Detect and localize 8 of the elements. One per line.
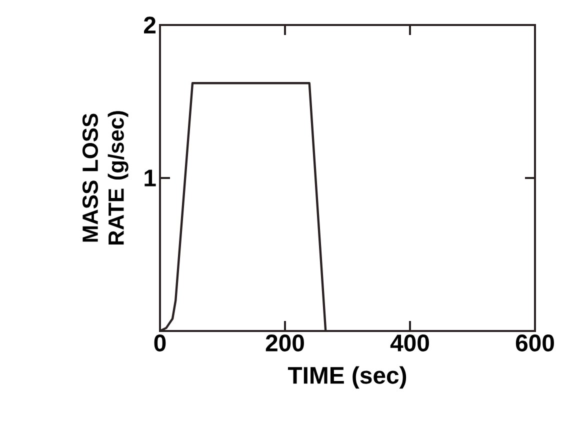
x-tick-label: 200 (266, 334, 304, 352)
y-tick-label: 2 (144, 16, 156, 34)
x-axis-title: TIME (sec) (288, 366, 406, 389)
x-tick-label: 600 (516, 334, 554, 352)
y-tick-label: 1 (144, 170, 156, 186)
x-tick-label: 400 (390, 334, 429, 352)
x-tick-label: 0 (154, 334, 166, 352)
y-axis-title: MASS LOSS RATE (g/sec) (82, 111, 128, 245)
